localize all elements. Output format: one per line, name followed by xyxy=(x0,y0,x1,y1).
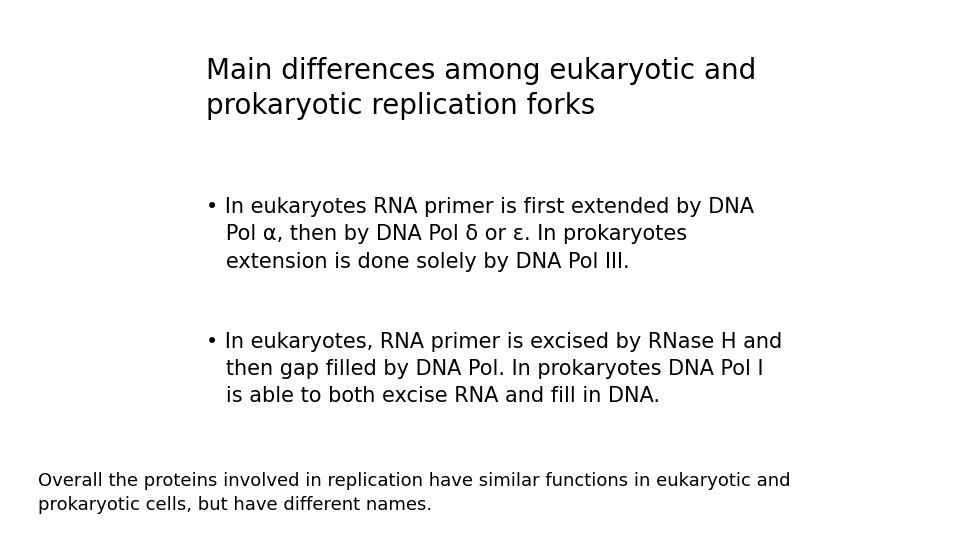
Text: • In eukaryotes, RNA primer is excised by RNase H and
   then gap filled by DNA : • In eukaryotes, RNA primer is excised b… xyxy=(206,332,782,407)
Text: • In eukaryotes RNA primer is first extended by DNA
   Pol α, then by DNA Pol δ : • In eukaryotes RNA primer is first exte… xyxy=(206,197,755,272)
Text: Main differences among eukaryotic and
prokaryotic replication forks: Main differences among eukaryotic and pr… xyxy=(206,57,756,120)
Text: Overall the proteins involved in replication have similar functions in eukaryoti: Overall the proteins involved in replica… xyxy=(38,472,791,514)
